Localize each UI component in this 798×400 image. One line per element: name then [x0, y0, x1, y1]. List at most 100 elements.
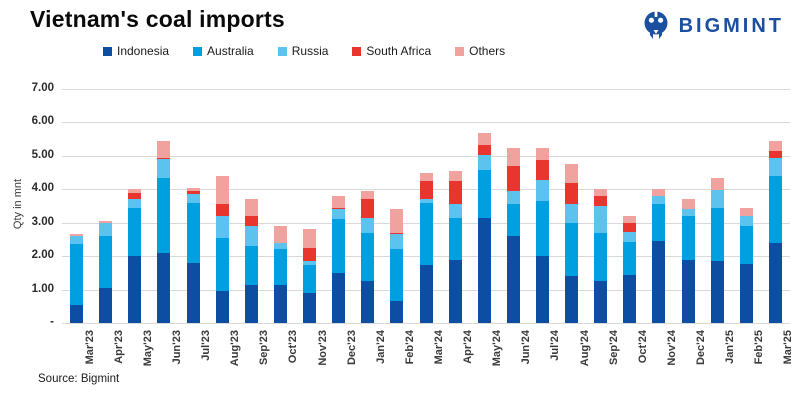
- x-axis-label: Nov'23: [316, 330, 329, 366]
- bar-segment: [594, 206, 608, 233]
- x-axis-label: May'24: [491, 330, 504, 367]
- bar-segment: [332, 219, 346, 273]
- gridline: [62, 122, 790, 124]
- y-tick-label: 6.00: [31, 115, 54, 128]
- bar-segment: [215, 237, 229, 292]
- bar-stack: [303, 229, 317, 323]
- bar-segment: [448, 259, 462, 323]
- bar-segment: [419, 202, 433, 265]
- bar-segment: [477, 155, 491, 171]
- bar-stack: [70, 234, 84, 323]
- legend-label-others: Others: [469, 44, 506, 58]
- bar-stack: [419, 172, 433, 323]
- bar-segment: [535, 180, 549, 201]
- bar-stack: [448, 170, 462, 323]
- bar-segment: [739, 263, 753, 323]
- bar-segment: [361, 217, 375, 233]
- bar-segment: [768, 242, 782, 323]
- bar-segment: [623, 274, 637, 323]
- bar-segment: [681, 259, 695, 323]
- bar-segment: [186, 262, 200, 323]
- x-axis-label: Aug'23: [229, 330, 242, 367]
- x-axis-label: Dec'23: [345, 330, 358, 366]
- x-axis-label: Jul'24: [549, 330, 562, 361]
- bar-segment: [477, 217, 491, 323]
- bar-segment: [594, 196, 608, 207]
- x-axis-label: Feb'24: [403, 330, 416, 365]
- x-axis-label: Jun'23: [170, 330, 183, 365]
- bar-segment: [506, 236, 520, 323]
- bar-segment: [215, 175, 229, 205]
- bar-segment: [157, 252, 171, 323]
- legend-item-russia: Russia: [277, 44, 329, 58]
- bar-segment: [477, 132, 491, 146]
- bar-segment: [681, 209, 695, 217]
- bar-segment: [157, 140, 171, 158]
- x-axis-label: Apr'24: [462, 330, 475, 364]
- bar-segment: [332, 209, 346, 220]
- legend-item-australia: Australia: [193, 44, 254, 58]
- bar-segment: [99, 221, 113, 223]
- bar-stack: [332, 196, 346, 323]
- bar-segment: [70, 236, 84, 245]
- bar-segment: [332, 207, 346, 210]
- bar-stack: [244, 199, 258, 323]
- x-axis-label: Mar'24: [433, 330, 445, 365]
- bar-segment: [652, 196, 666, 205]
- bar-segment: [244, 216, 258, 227]
- x-axis-label: Mar'25: [782, 330, 795, 365]
- bar-segment: [99, 287, 113, 323]
- bar-segment: [70, 234, 84, 237]
- x-axis-label: Jan'25: [724, 330, 737, 364]
- legend-item-others: Others: [455, 44, 505, 58]
- bar-segment: [652, 189, 666, 196]
- bar-segment: [361, 232, 375, 282]
- bar-stack: [99, 221, 113, 323]
- x-axis-label: Sep'24: [607, 330, 620, 366]
- bar-segment: [186, 194, 200, 203]
- x-axis-label: Nov'24: [665, 330, 678, 366]
- bar-segment: [448, 180, 462, 205]
- x-axis-label: May'23: [141, 330, 154, 367]
- y-tick-label: 5.00: [31, 148, 54, 161]
- bar-segment: [361, 281, 375, 323]
- bar-segment: [419, 264, 433, 323]
- bar-segment: [273, 249, 287, 285]
- y-tick-label: 3.00: [31, 215, 54, 228]
- bar-stack: [652, 189, 666, 323]
- legend-swatch-indonesia: [103, 46, 112, 56]
- bar-segment: [390, 209, 404, 233]
- bigmint-logo-icon: [640, 10, 672, 42]
- bar-stack: [390, 209, 404, 323]
- bar-segment: [419, 172, 433, 181]
- x-axis-label: Sep'23: [258, 330, 271, 366]
- bar-segment: [99, 222, 113, 237]
- x-axis-label: Jul'23: [200, 330, 213, 361]
- bar-stack: [215, 175, 229, 323]
- bar-segment: [303, 264, 317, 293]
- bar-segment: [244, 284, 258, 323]
- gridline: [62, 155, 790, 157]
- bar-stack: [361, 191, 375, 323]
- y-tick-label: -: [50, 316, 54, 328]
- legend-swatch-others: [455, 46, 465, 56]
- gridline: [62, 323, 790, 324]
- y-axis-title: Qty in mnt: [12, 178, 24, 230]
- x-axis-label: Mar'23: [83, 330, 96, 365]
- bar-segment: [273, 242, 287, 250]
- bar-segment: [215, 216, 229, 238]
- legend-label-australia: Australia: [207, 44, 254, 58]
- bar-segment: [565, 182, 579, 204]
- x-axis-label: Apr'23: [112, 330, 125, 364]
- bar-segment: [477, 170, 491, 218]
- bar-segment: [448, 217, 462, 260]
- bar-segment: [623, 231, 637, 242]
- bar-segment: [506, 190, 520, 205]
- bar-segment: [157, 177, 171, 253]
- bar-segment: [535, 160, 549, 181]
- bar-segment: [157, 157, 171, 160]
- legend-label-russia: Russia: [291, 44, 329, 58]
- bar-segment: [768, 157, 782, 176]
- bar-segment: [448, 170, 462, 181]
- bar-segment: [594, 281, 608, 323]
